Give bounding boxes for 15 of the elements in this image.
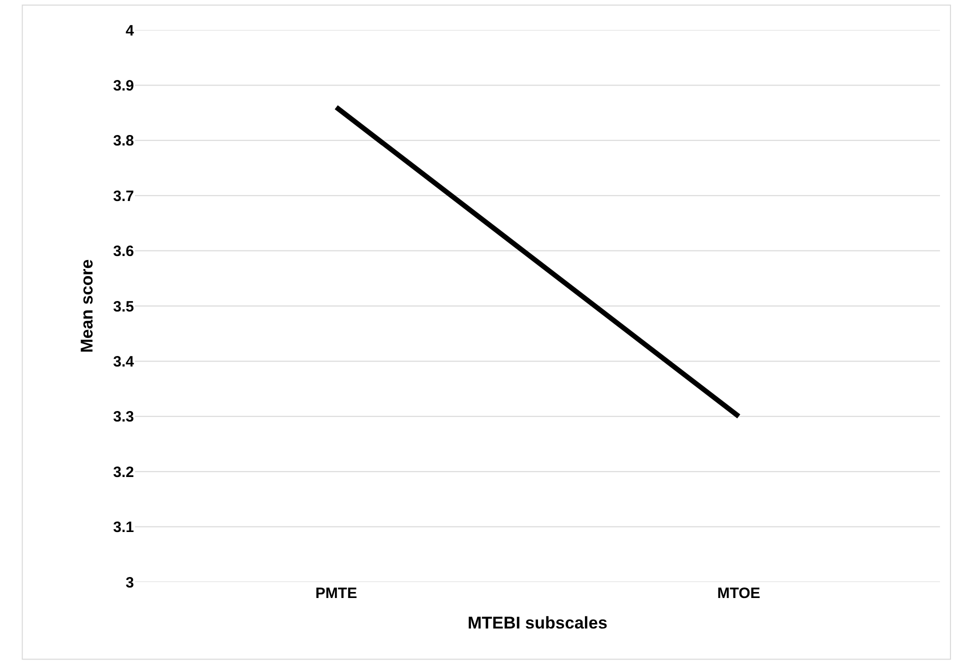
y-tick-label: 3.3 [113,408,134,426]
x-tick-label: MTOE [717,585,760,602]
y-tick-label: 3.4 [113,353,135,370]
x-tick-label: PMTE [315,585,358,602]
y-tick-label: 4 [126,22,135,40]
y-tick-label: 3.8 [113,132,134,150]
y-tick-label: 3.1 [113,519,134,536]
y-axis-title: Mean score [78,259,97,353]
y-tick-label: 3.2 [113,464,134,481]
y-tick-label: 3.5 [113,298,134,316]
y-tick-label: 3.9 [113,77,134,94]
y-tick-label: 3 [126,574,134,592]
y-tick-label: 3.7 [113,188,134,205]
y-tick-label: 3.6 [113,243,134,260]
x-axis-title: MTEBI subscales [468,613,608,632]
